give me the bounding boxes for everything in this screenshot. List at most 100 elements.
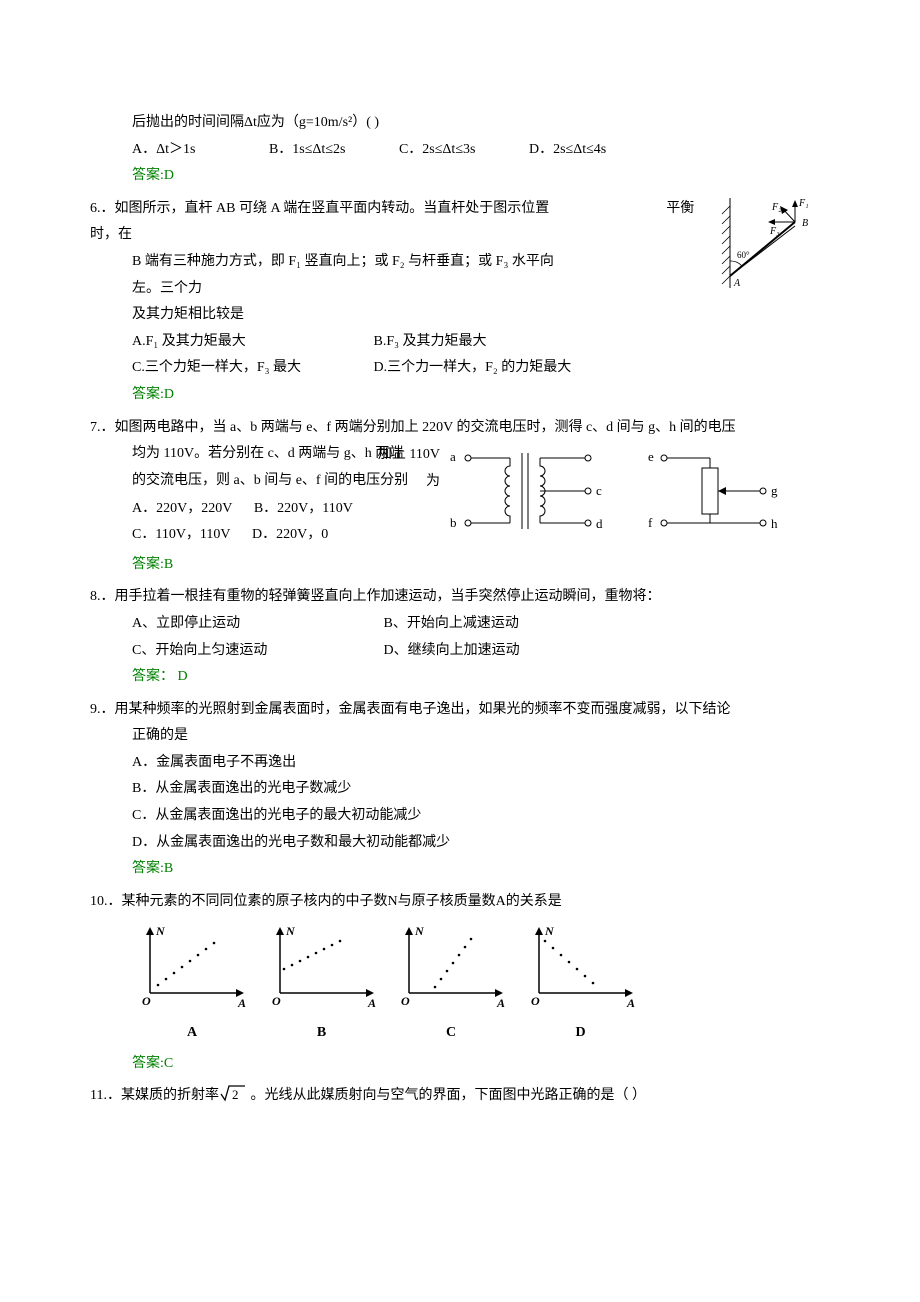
q7-l1: 如图两电路中，当 a、b 两端与 e、f 两端分别加上 220V 的交流电压时，… <box>115 420 736 435</box>
q9-answer: 答案:B <box>90 856 830 883</box>
svg-text:2: 2 <box>232 1087 239 1102</box>
q10-graph-c: N A O C <box>391 921 511 1046</box>
question-7: 7.．如图两电路中，当 a、b 两端与 e、f 两端分别加上 220V 的交流电… <box>90 415 830 579</box>
svg-text:A: A <box>367 996 376 1009</box>
q7-term-d: d <box>596 516 603 531</box>
q7-num: 7.． <box>90 420 115 435</box>
q9-opt-d: D．从金属表面逸出的光电子数和最大初动能都减少 <box>132 830 830 857</box>
question-9: 9.．用某种频率的光照射到金属表面时，金属表面有电子逸出，如果光的频率不变而强度… <box>90 697 830 883</box>
q8-answer: 答案： D <box>90 664 830 691</box>
q6-label-f3: F₃ <box>769 226 780 237</box>
sqrt-icon: 2 <box>219 1083 247 1110</box>
q10-graph-b: N A O B <box>262 921 382 1046</box>
svg-text:O: O <box>142 994 151 1008</box>
q6-figure: F₁ F₂ F₃ B A 60° <box>710 198 820 299</box>
question-8: 8.．用手拉着一根挂有重物的轻弹簧竖直向上作加速运动，当手突然停止运动瞬间，重物… <box>90 584 830 690</box>
q10-graph-d: N A O D <box>521 921 641 1046</box>
q10-stem-text: 某种元素的不同同位素的原子核内的中子数N与原子核质量数A的关系是 <box>122 894 562 909</box>
q9-stem1: 9.．用某种频率的光照射到金属表面时，金属表面有电子逸出，如果光的频率不变而强度… <box>90 697 830 724</box>
svg-text:A: A <box>496 996 505 1009</box>
q5-opt-c: C．2s≤Δt≤3s <box>399 137 476 164</box>
q6-label-f2: F₂ <box>771 202 782 213</box>
q7-term-a: a <box>450 449 456 464</box>
q7-l2a: 均为 110V。若分别在 c、d 两端与 g、h 两端 <box>132 446 403 461</box>
q6-opt-c: C.三个力矩一样大，F₃ 最大 <box>132 355 332 382</box>
question-10: 10.．某种元素的不同同位素的原子核内的中子数N与原子核质量数A的关系是 N A… <box>90 889 830 1077</box>
q7-opt-b: B．220V，110V <box>254 496 353 523</box>
q5-opt-a: A．Δt＞1s <box>132 137 195 164</box>
q7-answer: 答案:B <box>90 552 830 579</box>
q7-opt-a: A．220V，220V <box>132 496 232 523</box>
q7-figure: a b c d e f g h <box>450 443 790 550</box>
q10-graphs: N A O A N A O B N A <box>90 921 830 1046</box>
q5-line: 后抛出的时间间隔Δt应为（g=10m/s²）( ) <box>90 110 830 137</box>
question-5-tail: 后抛出的时间间隔Δt应为（g=10m/s²）( ) A．Δt＞1s B．1s≤Δ… <box>90 110 830 190</box>
q8-opt-b: B、开始向上减速运动 <box>384 611 519 638</box>
q7-term-g: g <box>771 483 778 498</box>
q6-line3: 及其力矩相比较是 <box>90 302 830 329</box>
q6-label-a: A <box>733 278 741 288</box>
svg-text:O: O <box>272 994 281 1008</box>
q6-l1a: 如图所示，直杆 AB 可绕 A 端在竖直平面内转动。当直杆处于图示位置 <box>115 201 550 216</box>
q5-opt-b: B．1s≤Δt≤2s <box>269 137 346 164</box>
q9-s1: 用某种频率的光照射到金属表面时，金属表面有电子逸出，如果光的频率不变而强度减弱，… <box>115 702 731 717</box>
q6-answer: 答案:D <box>90 382 830 409</box>
q6-l2a: B 端有三种施力方式，即 F₁ 竖直向上；或 F₂ 与杆垂直；或 F₃ 水平向 <box>132 254 554 269</box>
q11-sb: 。光线从此媒质射向与空气的界面，下面图中光路正确的是（ ） <box>247 1088 646 1103</box>
q5-options: A．Δt＞1s B．1s≤Δt≤2s C．2s≤Δt≤3s D．2s≤Δt≤4s <box>90 137 830 164</box>
q10-graph-a-label: A <box>132 1020 252 1047</box>
q9-stem2: 正确的是 <box>90 723 830 750</box>
q10-graph-c-label: C <box>391 1020 511 1047</box>
q5-opt-d: D．2s≤Δt≤4s <box>529 137 606 164</box>
q11-num: 11.． <box>90 1088 121 1103</box>
q6-opt-a: A.F₁ 及其力矩最大 <box>132 329 332 356</box>
q11-sa: 某媒质的折射率 <box>121 1088 219 1103</box>
q8-stem-text: 用手拉着一根挂有重物的轻弹簧竖直向上作加速运动，当手突然停止运动瞬间，重物将： <box>115 589 661 604</box>
q6-l2b: 左。三个力 <box>132 281 202 296</box>
question-6: F₁ F₂ F₃ B A 60° 6.．如图所示，直杆 AB 可绕 A 端在竖直… <box>90 196 830 409</box>
q9-opt-b: B．从金属表面逸出的光电子数减少 <box>132 776 830 803</box>
q6-options: A.F₁ 及其力矩最大 B.F₃ 及其力矩最大 C.三个力矩一样大，F₃ 最大 … <box>90 329 830 382</box>
svg-text:N: N <box>285 924 296 938</box>
q7-term-e: e <box>648 449 654 464</box>
q7-term-f: f <box>648 515 653 530</box>
q7-opt-d: D．220V，0 <box>252 522 328 549</box>
question-11: 11.．某媒质的折射率 2 。光线从此媒质射向与空气的界面，下面图中光路正确的是（… <box>90 1083 830 1110</box>
svg-text:N: N <box>414 924 425 938</box>
q7-opt-c: C．110V，110V <box>132 522 231 549</box>
q7-term-b: b <box>450 515 457 530</box>
svg-text:O: O <box>531 994 540 1008</box>
q9-options: A．金属表面电子不再逸出 B．从金属表面逸出的光电子数减少 C．从金属表面逸出的… <box>90 750 830 856</box>
q6-opt-d: D.三个力一样大，F₂ 的力矩最大 <box>374 355 572 382</box>
svg-text:A: A <box>237 996 246 1009</box>
q10-graph-b-label: B <box>262 1020 382 1047</box>
q7-term-c: c <box>596 483 602 498</box>
q6-opt-b: B.F₃ 及其力矩最大 <box>374 329 487 356</box>
q6-num: 6.． <box>90 201 115 216</box>
svg-text:A: A <box>626 996 635 1009</box>
q9-opt-c: C．从金属表面逸出的光电子的最大初动能减少 <box>132 803 830 830</box>
q8-num: 8.． <box>90 589 115 604</box>
q10-graph-a: N A O A <box>132 921 252 1046</box>
q6-label-f1: F₁ <box>798 198 809 209</box>
q8-opt-a: A、立即停止运动 <box>132 611 342 638</box>
q11-stem: 11.．某媒质的折射率 2 。光线从此媒质射向与空气的界面，下面图中光路正确的是（… <box>90 1083 830 1110</box>
svg-text:N: N <box>155 924 166 938</box>
q8-stem: 8.．用手拉着一根挂有重物的轻弹簧竖直向上作加速运动，当手突然停止运动瞬间，重物… <box>90 584 830 611</box>
q10-stem: 10.．某种元素的不同同位素的原子核内的中子数N与原子核质量数A的关系是 <box>90 889 830 916</box>
q7-term-h: h <box>771 516 778 531</box>
svg-text:N: N <box>544 924 555 938</box>
q7-line1: 7.．如图两电路中，当 a、b 两端与 e、f 两端分别加上 220V 的交流电… <box>90 415 830 442</box>
q5-answer: 答案:D <box>90 163 830 190</box>
q9-opt-a: A．金属表面电子不再逸出 <box>132 750 830 777</box>
q9-num: 9.． <box>90 702 115 717</box>
q8-opt-d: D、继续向上加速运动 <box>384 638 520 665</box>
q10-num: 10.． <box>90 894 122 909</box>
q6-label-b: B <box>802 218 808 229</box>
q8-options: A、立即停止运动 B、开始向上减速运动 C、开始向上匀速运动 D、继续向上加速运… <box>90 611 830 664</box>
svg-text:O: O <box>401 994 410 1008</box>
q7-l3a: 的交流电压，则 a、b 间与 e、f 间的电压分别 <box>132 473 408 488</box>
q6-angle: 60° <box>737 250 750 260</box>
q10-graph-d-label: D <box>521 1020 641 1047</box>
q10-answer: 答案:C <box>90 1051 830 1078</box>
